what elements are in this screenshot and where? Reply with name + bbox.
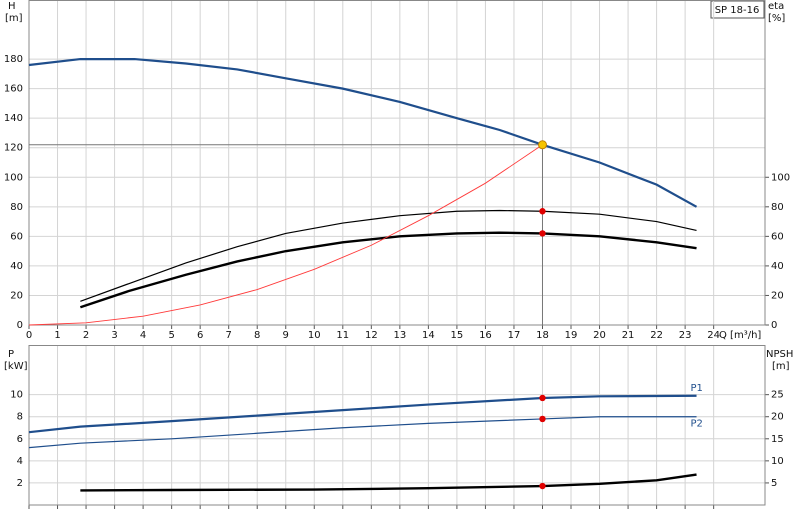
x-tick-label: 13 [393,330,406,341]
y2-tick-label: 10 [771,456,784,467]
curve [28,57,698,208]
chart-title: SP 18-16 [715,5,760,16]
x-tick-label: 21 [622,330,635,341]
y2-tick-label: 60 [771,231,784,242]
x-tick-label: 7 [226,330,232,341]
x-tick-label: 1 [54,330,60,341]
y2-label: eta [768,1,784,12]
operating-point [539,230,546,237]
y-tick-label: 4 [17,456,23,467]
y2-tick-label: 5 [771,478,777,489]
y2-tick-label: 20 [771,412,784,423]
y-tick-label: 0 [17,320,23,331]
operating-point [539,394,546,402]
x-tick-label: 2 [83,330,89,341]
y-unit: [kW] [4,361,28,372]
y2-tick-label: 15 [771,434,784,445]
x-tick-label: 10 [308,330,321,341]
y-tick-label: 2 [17,478,23,489]
y2-tick-label: 20 [771,290,784,301]
curve [28,144,543,326]
y-tick-label: 40 [10,261,23,272]
curve [80,209,697,302]
x-tick-label: 5 [168,330,174,341]
x-tick-label: 24 [707,330,720,341]
x-tick-label: 4 [140,330,146,341]
y-tick-label: 160 [4,84,23,95]
y-tick-label: 10 [10,390,23,401]
series-label: P2 [691,419,703,430]
series-label: P1 [691,383,703,394]
x-tick-label: 11 [336,330,349,341]
x-label: Q [m³/h] [719,330,761,341]
y-tick-label: 8 [17,412,23,423]
y2-tick-label: 25 [771,390,784,401]
y2-tick-label: 100 [771,172,790,183]
x-tick-label: 19 [565,330,578,341]
y-label: P [8,349,14,360]
y-tick-label: 180 [4,54,23,65]
y-tick-label: 120 [4,143,23,154]
curve [28,416,697,449]
x-tick-label: 23 [679,330,692,341]
x-tick-label: 6 [197,330,203,341]
x-tick-label: 0 [26,330,32,341]
y2-unit: [m] [772,361,790,372]
x-tick-label: 3 [111,330,117,341]
y-tick-label: 20 [10,290,23,301]
y-tick-label: 6 [17,434,23,445]
x-tick-label: 20 [593,330,606,341]
x-tick-label: 17 [508,330,521,341]
operating-point [539,482,546,490]
plot-frame [28,345,766,506]
y-tick-label: 140 [4,113,23,124]
operating-point [537,140,547,150]
x-tick-label: 16 [479,330,492,341]
operating-point [539,415,546,423]
x-tick-label: 15 [451,330,464,341]
y2-tick-label: 0 [771,320,777,331]
y-tick-label: 80 [10,202,23,213]
y-tick-label: 60 [10,231,23,242]
curve [79,231,697,309]
y2-tick-label: 80 [771,202,784,213]
x-tick-label: 8 [254,330,260,341]
y-tick-label: 100 [4,172,23,183]
y-label: H [8,1,16,12]
y2-label: NPSH [766,349,793,360]
x-tick-label: 22 [650,330,663,341]
x-tick-label: 18 [536,330,549,341]
operating-point [539,208,546,215]
x-tick-label: 9 [283,330,289,341]
curve [28,394,697,434]
plot-frame [28,0,766,326]
y-unit: [m] [5,13,23,24]
x-tick-label: 14 [422,330,435,341]
y2-tick-label: 40 [771,261,784,272]
y2-unit: [%] [768,13,785,24]
curve [80,473,697,492]
x-tick-label: 12 [365,330,378,341]
